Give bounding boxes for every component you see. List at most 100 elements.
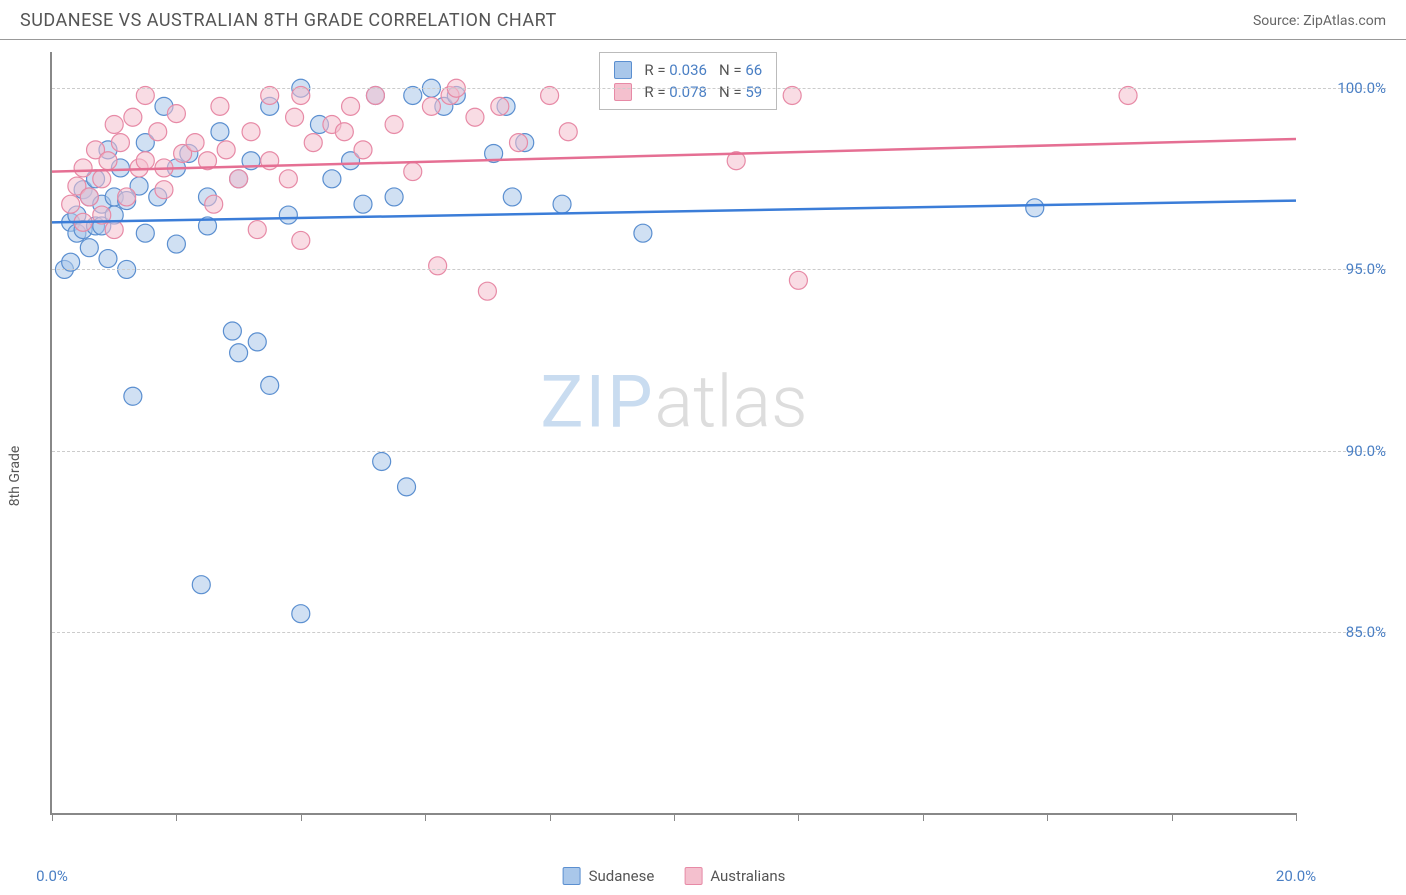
scatter-point — [192, 576, 210, 594]
scatter-point — [491, 97, 509, 115]
y-tick-label: 95.0% — [1306, 260, 1386, 278]
scatter-point — [429, 257, 447, 275]
legend-swatch-australians — [684, 867, 702, 885]
scatter-point — [1026, 199, 1044, 217]
scatter-point — [211, 123, 229, 141]
x-tick-label: 0.0% — [36, 867, 68, 885]
y-axis-label: 8th Grade — [7, 445, 23, 506]
stats-row-sudanese: R = 0.036 N = 66 — [614, 59, 762, 81]
scatter-point — [279, 206, 297, 224]
scatter-point — [385, 115, 403, 133]
scatter-point — [62, 195, 80, 213]
scatter-point — [292, 605, 310, 623]
scatter-point — [261, 376, 279, 394]
x-tick — [1172, 813, 1173, 821]
scatter-point — [205, 195, 223, 213]
scatter-point — [466, 108, 484, 126]
grid-line — [52, 269, 1386, 270]
trend-line — [52, 201, 1296, 223]
legend-bottom: Sudanese Australians — [563, 867, 786, 885]
y-tick-label: 85.0% — [1306, 623, 1386, 641]
x-tick — [550, 813, 551, 821]
stats-n-label: N = 59 — [719, 83, 762, 101]
scatter-point — [155, 181, 173, 199]
scatter-point — [354, 195, 372, 213]
scatter-point — [373, 452, 391, 470]
scatter-point — [559, 123, 577, 141]
trend-line — [52, 139, 1296, 172]
scatter-point — [398, 478, 416, 496]
stats-legend-box: R = 0.036 N = 66 R = 0.078 N = 59 — [599, 52, 777, 110]
scatter-point — [124, 387, 142, 405]
scatter-point — [186, 134, 204, 152]
scatter-point — [93, 170, 111, 188]
x-tick — [1047, 813, 1048, 821]
scatter-point — [248, 333, 266, 351]
scatter-point — [223, 322, 241, 340]
y-tick-label: 100.0% — [1306, 79, 1386, 97]
scatter-point — [335, 123, 353, 141]
grid-line — [52, 88, 1386, 89]
stats-r-label: R = 0.078 — [644, 83, 707, 101]
scatter-point — [80, 188, 98, 206]
scatter-point — [149, 123, 167, 141]
scatter-point — [422, 97, 440, 115]
x-tick — [301, 813, 302, 821]
x-tick-label: 20.0% — [1276, 867, 1316, 885]
scatter-point — [286, 108, 304, 126]
scatter-point — [99, 152, 117, 170]
scatter-point — [292, 231, 310, 249]
legend-label-sudanese: Sudanese — [589, 867, 655, 885]
scatter-point — [230, 170, 248, 188]
scatter-plot-svg — [52, 52, 1296, 813]
scatter-point — [167, 105, 185, 123]
chart-header: SUDANESE VS AUSTRALIAN 8TH GRADE CORRELA… — [0, 0, 1406, 40]
scatter-point — [503, 188, 521, 206]
scatter-point — [248, 221, 266, 239]
scatter-point — [111, 134, 129, 152]
stats-swatch-sudanese — [614, 61, 632, 79]
scatter-point — [789, 271, 807, 289]
scatter-point — [323, 170, 341, 188]
scatter-point — [553, 195, 571, 213]
plot-area: ZIPatlas R = 0.036 N = 66 R = 0.078 N = … — [50, 52, 1296, 815]
scatter-point — [354, 141, 372, 159]
scatter-point — [105, 115, 123, 133]
x-tick — [52, 813, 53, 821]
scatter-point — [124, 108, 142, 126]
grid-line — [52, 632, 1386, 633]
scatter-point — [510, 134, 528, 152]
y-tick-label: 90.0% — [1306, 442, 1386, 460]
stats-n-label: N = 66 — [719, 61, 762, 79]
chart-source: Source: ZipAtlas.com — [1253, 13, 1386, 29]
scatter-point — [230, 344, 248, 362]
x-tick — [425, 813, 426, 821]
scatter-point — [99, 250, 117, 268]
scatter-point — [167, 235, 185, 253]
scatter-point — [634, 224, 652, 242]
x-tick — [798, 813, 799, 821]
scatter-point — [217, 141, 235, 159]
scatter-point — [136, 152, 154, 170]
legend-swatch-sudanese — [563, 867, 581, 885]
scatter-point — [304, 134, 322, 152]
legend-item-australians: Australians — [684, 867, 785, 885]
stats-swatch-australians — [614, 83, 632, 101]
scatter-point — [74, 159, 92, 177]
scatter-point — [105, 221, 123, 239]
scatter-point — [478, 282, 496, 300]
x-tick — [176, 813, 177, 821]
scatter-point — [136, 224, 154, 242]
legend-label-australians: Australians — [710, 867, 785, 885]
scatter-point — [279, 170, 297, 188]
scatter-point — [342, 97, 360, 115]
scatter-point — [211, 97, 229, 115]
scatter-point — [118, 188, 136, 206]
stats-row-australians: R = 0.078 N = 59 — [614, 81, 762, 103]
stats-r-label: R = 0.036 — [644, 61, 707, 79]
scatter-point — [242, 123, 260, 141]
grid-line — [52, 451, 1386, 452]
scatter-point — [80, 239, 98, 257]
x-tick — [923, 813, 924, 821]
chart-title: SUDANESE VS AUSTRALIAN 8TH GRADE CORRELA… — [20, 10, 557, 31]
